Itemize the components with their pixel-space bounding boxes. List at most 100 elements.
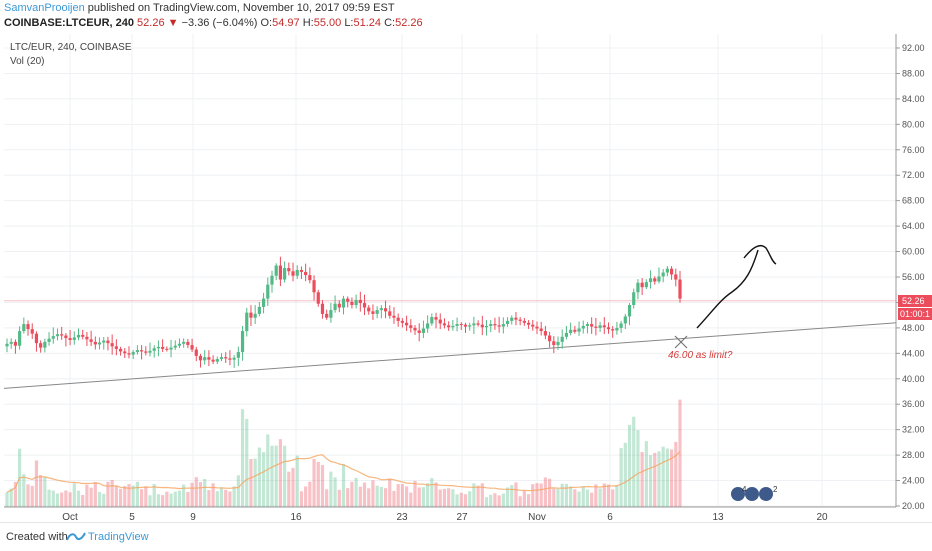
candle-body — [594, 326, 598, 328]
candle-body — [623, 316, 627, 324]
candle-body — [13, 341, 18, 346]
volume-bar — [198, 482, 203, 507]
countdown-badge-bg — [898, 308, 932, 320]
candle-body — [34, 333, 39, 344]
volume-bar — [594, 484, 598, 507]
volume-bar — [413, 480, 417, 507]
event-badge-icon[interactable] — [731, 487, 745, 501]
x-tick-label: 13 — [712, 512, 724, 520]
candle-body — [434, 317, 438, 320]
volume-bar — [203, 478, 207, 507]
candle-body — [535, 326, 539, 329]
volume-bar — [102, 493, 106, 507]
time-axis: Oct 5 9 16 23 27 Nov 6 13 20 — [4, 506, 896, 520]
volume-bar — [573, 489, 577, 507]
candle-body — [295, 270, 299, 276]
candle-body — [480, 324, 484, 328]
volume-bar — [287, 471, 291, 507]
y-tick-label: 56.00 — [902, 272, 925, 282]
candle-body — [426, 323, 430, 329]
candle-body — [219, 357, 224, 360]
candle-body — [560, 336, 564, 342]
candle-body — [232, 357, 236, 360]
candle-body — [320, 303, 325, 314]
volume-bar — [627, 424, 632, 507]
volume-bar — [531, 484, 535, 507]
volume-bar — [648, 455, 653, 507]
y-tick-label: 68.00 — [902, 196, 925, 206]
candle-body — [493, 324, 497, 326]
volume-bar — [110, 479, 114, 507]
volume-bar — [76, 490, 81, 507]
volume-bar — [354, 477, 358, 507]
volume-bar — [404, 486, 409, 507]
price-chart[interactable]: 92.00 88.00 84.00 80.00 76.00 72.00 68.00 64.00… — [0, 0, 932, 520]
candle-body — [329, 310, 333, 318]
volume-bar — [375, 485, 379, 507]
volume-legend[interactable]: Vol (20) — [10, 56, 45, 67]
candle-body — [611, 329, 615, 331]
candle-body — [333, 303, 337, 311]
badge-count: 4 — [742, 485, 747, 494]
candle-body — [169, 347, 173, 350]
candle-body — [484, 325, 489, 328]
candle-body — [253, 313, 257, 318]
y-tick-label: 24.00 — [902, 476, 925, 486]
candle-body — [548, 335, 552, 342]
volume-bar — [379, 486, 383, 507]
candle-body — [152, 348, 156, 351]
x-tick-label: 23 — [396, 512, 408, 520]
candle-body — [64, 335, 68, 339]
candle-body — [43, 341, 47, 348]
candle-body — [430, 317, 434, 324]
volume-bar — [556, 488, 560, 507]
volume-bar — [581, 486, 585, 507]
volume-bar — [156, 494, 161, 507]
volume-bar — [26, 484, 30, 507]
candle-body — [615, 327, 619, 331]
candle-body — [312, 280, 316, 293]
volume-bar — [564, 483, 569, 507]
volume-bar — [426, 483, 430, 507]
candle-body — [577, 328, 581, 332]
volume-bar — [114, 486, 118, 507]
volume-bar — [346, 488, 350, 507]
author-link[interactable]: SamvanProoijen — [4, 2, 85, 14]
candle-body — [316, 292, 320, 304]
volume-bar — [577, 491, 581, 507]
x-tick-label: 6 — [607, 512, 613, 520]
candle-body — [581, 325, 585, 329]
candle-body — [245, 312, 249, 332]
volume-bar — [161, 495, 165, 507]
candle-body — [413, 327, 417, 331]
y-tick-label: 80.00 — [902, 119, 925, 129]
candle-body — [501, 324, 505, 327]
x-tick-label: 20 — [816, 512, 828, 520]
volume-bar — [451, 489, 455, 507]
candle-body — [304, 271, 308, 276]
volume-bar — [459, 492, 463, 507]
event-badge-icon[interactable] — [759, 487, 773, 501]
tradingview-brand[interactable]: TradingView — [88, 531, 149, 543]
event-badge-icon[interactable] — [745, 487, 759, 501]
volume-bar — [304, 486, 308, 507]
volume-bar — [535, 483, 539, 507]
candle-body — [396, 317, 400, 321]
volume-bar — [636, 430, 640, 507]
series-legend[interactable]: LTC/EUR, 240, COINBASE — [10, 42, 132, 53]
candle-body — [18, 331, 22, 346]
volume-bar — [632, 416, 636, 507]
candle-body — [354, 299, 358, 305]
candle-body — [367, 307, 371, 312]
candle-body — [489, 324, 493, 326]
last-price: 52.26 — [137, 17, 165, 29]
volume-bar — [493, 493, 497, 507]
volume-bar — [640, 452, 644, 507]
volume-bar — [283, 445, 287, 507]
volume-bar — [417, 487, 421, 507]
candle-body — [438, 319, 442, 324]
volume-bar — [266, 434, 270, 507]
candle-body — [606, 327, 611, 330]
limit-annotation: 46.00 as limit? — [668, 350, 733, 361]
candle-body — [619, 323, 623, 328]
